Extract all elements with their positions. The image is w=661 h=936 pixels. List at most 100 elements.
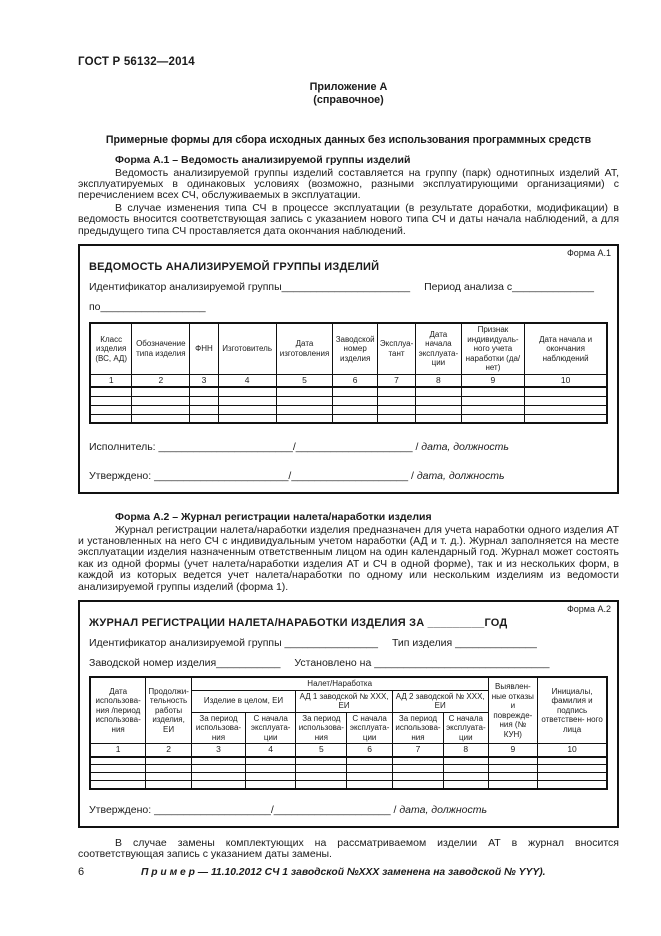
- empty-cell: [245, 772, 297, 782]
- empty-cell: [275, 386, 334, 397]
- form-a2-title: ЖУРНАЛ РЕГИСТРАЦИИ НАЛЕТА/НАРАБОТКИ ИЗДЕ…: [89, 617, 508, 630]
- number-cell: 4: [245, 743, 297, 758]
- executor-blank: _______________________/________________…: [158, 441, 419, 454]
- empty-cell: [275, 404, 334, 415]
- form-a1-box: Форма А.1 ВЕДОМОСТЬ АНАЛИЗИРУЕМОЙ ГРУППЫ…: [78, 244, 619, 495]
- empty-cell: [487, 764, 539, 774]
- form-a1-empty-row: [89, 386, 608, 397]
- appendix-subtitle: (справочное): [313, 94, 384, 106]
- empty-cell: [189, 413, 219, 424]
- empty-cell: [245, 780, 297, 790]
- executor-label: Исполнитель:: [89, 441, 156, 454]
- empty-cell: [131, 386, 191, 397]
- header-cell-subgroup: Изделие в целом, ЕИ: [190, 689, 297, 713]
- number-cell: 1: [89, 743, 147, 758]
- empty-cell: [524, 404, 608, 415]
- empty-cell: [391, 756, 445, 766]
- empty-cell: [443, 764, 489, 774]
- empty-cell: [145, 764, 192, 774]
- form-a1-section-heading: Форма А.1 – Ведомость анализируемой груп…: [115, 154, 411, 166]
- header-cell: За период использова- ния: [295, 711, 348, 745]
- empty-cell: [295, 772, 348, 782]
- empty-cell: [415, 386, 462, 397]
- number-cell: 1: [89, 373, 133, 389]
- number-cell: 7: [376, 373, 417, 389]
- empty-cell: [524, 413, 608, 424]
- number-cell: 6: [346, 743, 393, 758]
- form-a1-paragraph-1: Ведомость анализируемой группы изделий с…: [78, 166, 619, 202]
- empty-cell: [190, 772, 247, 782]
- empty-cell: [332, 413, 378, 424]
- number-cell: 2: [131, 373, 191, 389]
- empty-cell: [460, 413, 526, 424]
- empty-cell: [332, 395, 378, 406]
- empty-cell: [275, 413, 334, 424]
- header-cell: Дата изготовления: [275, 322, 334, 375]
- form-a2-header-row-2: Изделие в целом, ЕИ АД 1 заводской № XXX…: [90, 689, 607, 713]
- empty-cell: [487, 772, 539, 782]
- form-a1-empty-row: [89, 413, 608, 424]
- header-cell: За период использова- ния: [391, 711, 445, 745]
- header-cell: Заводской номер изделия: [332, 322, 378, 375]
- empty-cell: [415, 404, 462, 415]
- approved-blank: ____________________/___________________…: [154, 803, 397, 816]
- page-number: 6: [78, 866, 85, 878]
- approved-blank: _______________________/________________…: [154, 470, 414, 483]
- form-a2-section-heading: Форма А.2 – Журнал регистрации налета/на…: [115, 511, 432, 524]
- form-a2-id-line: Идентификатор анализируемой группы _____…: [89, 637, 608, 649]
- form-a1-empty-row: [89, 404, 608, 415]
- po-blank: __________________: [100, 301, 206, 314]
- empty-cell: [245, 764, 297, 774]
- empty-cell: [145, 772, 192, 782]
- empty-cell: [89, 756, 147, 766]
- form-a2-box: Форма А.2 ЖУРНАЛ РЕГИСТРАЦИИ НАЛЕТА/НАРА…: [78, 600, 619, 828]
- empty-cell: [346, 780, 393, 790]
- empty-cell: [89, 772, 147, 782]
- number-cell: 3: [189, 373, 219, 389]
- period-blank: ______________: [512, 281, 594, 294]
- empty-cell: [415, 395, 462, 406]
- appendix-heading: Приложение А (справочное): [78, 81, 619, 107]
- empty-cell: [487, 780, 539, 790]
- header-cell: Изготовитель: [217, 322, 277, 375]
- approved-label: Утверждено:: [89, 470, 152, 483]
- form-a2-paragraph-1: Журнал регистрации налета/наработки изде…: [78, 523, 619, 593]
- form-a2-empty-row: [89, 772, 608, 782]
- empty-cell: [443, 756, 489, 766]
- empty-cell: [391, 772, 445, 782]
- number-cell: 6: [332, 373, 378, 389]
- empty-cell: [443, 772, 489, 782]
- empty-cell: [376, 386, 417, 397]
- form-a2-serial-line: Заводской номер изделия___________ Устано…: [89, 657, 608, 669]
- number-cell: 10: [524, 373, 608, 389]
- empty-cell: [295, 780, 348, 790]
- form-a1-po-line: по__________________: [89, 301, 608, 313]
- number-cell: 8: [415, 373, 462, 389]
- empty-cell: [376, 413, 417, 424]
- empty-cell: [346, 772, 393, 782]
- main-heading: Примерные формы для сбора исходных данны…: [105, 134, 592, 146]
- header-cell: С начала эксплуата- ции: [346, 711, 393, 745]
- empty-cell: [89, 395, 133, 406]
- form-a2-empty-row: [89, 780, 608, 790]
- empty-cell: [189, 404, 219, 415]
- empty-cell: [275, 395, 334, 406]
- number-cell: 9: [460, 373, 526, 389]
- number-cell: 9: [487, 743, 539, 758]
- empty-cell: [145, 756, 192, 766]
- number-cell: 10: [537, 743, 608, 758]
- form-a2-table: Дата использова- ния /период использова-…: [89, 676, 608, 790]
- serial-blank: ___________: [216, 657, 281, 670]
- empty-cell: [189, 395, 219, 406]
- empty-cell: [460, 386, 526, 397]
- header-cell: Класс изделия (ВС, АД): [89, 322, 133, 375]
- empty-cell: [415, 413, 462, 424]
- header-cell: С начала эксплуата- ции: [245, 711, 297, 745]
- period-label: Период анализа с: [424, 281, 513, 294]
- form-a1-number-row: 1 2 3 4 5 6 7 8 9 10: [89, 373, 608, 389]
- header-cell: Признак индивидуаль- ного учета наработк…: [460, 322, 526, 375]
- empty-cell: [524, 395, 608, 406]
- doc-number: ГОСТ Р 56132—2014: [78, 56, 195, 68]
- empty-cell: [376, 404, 417, 415]
